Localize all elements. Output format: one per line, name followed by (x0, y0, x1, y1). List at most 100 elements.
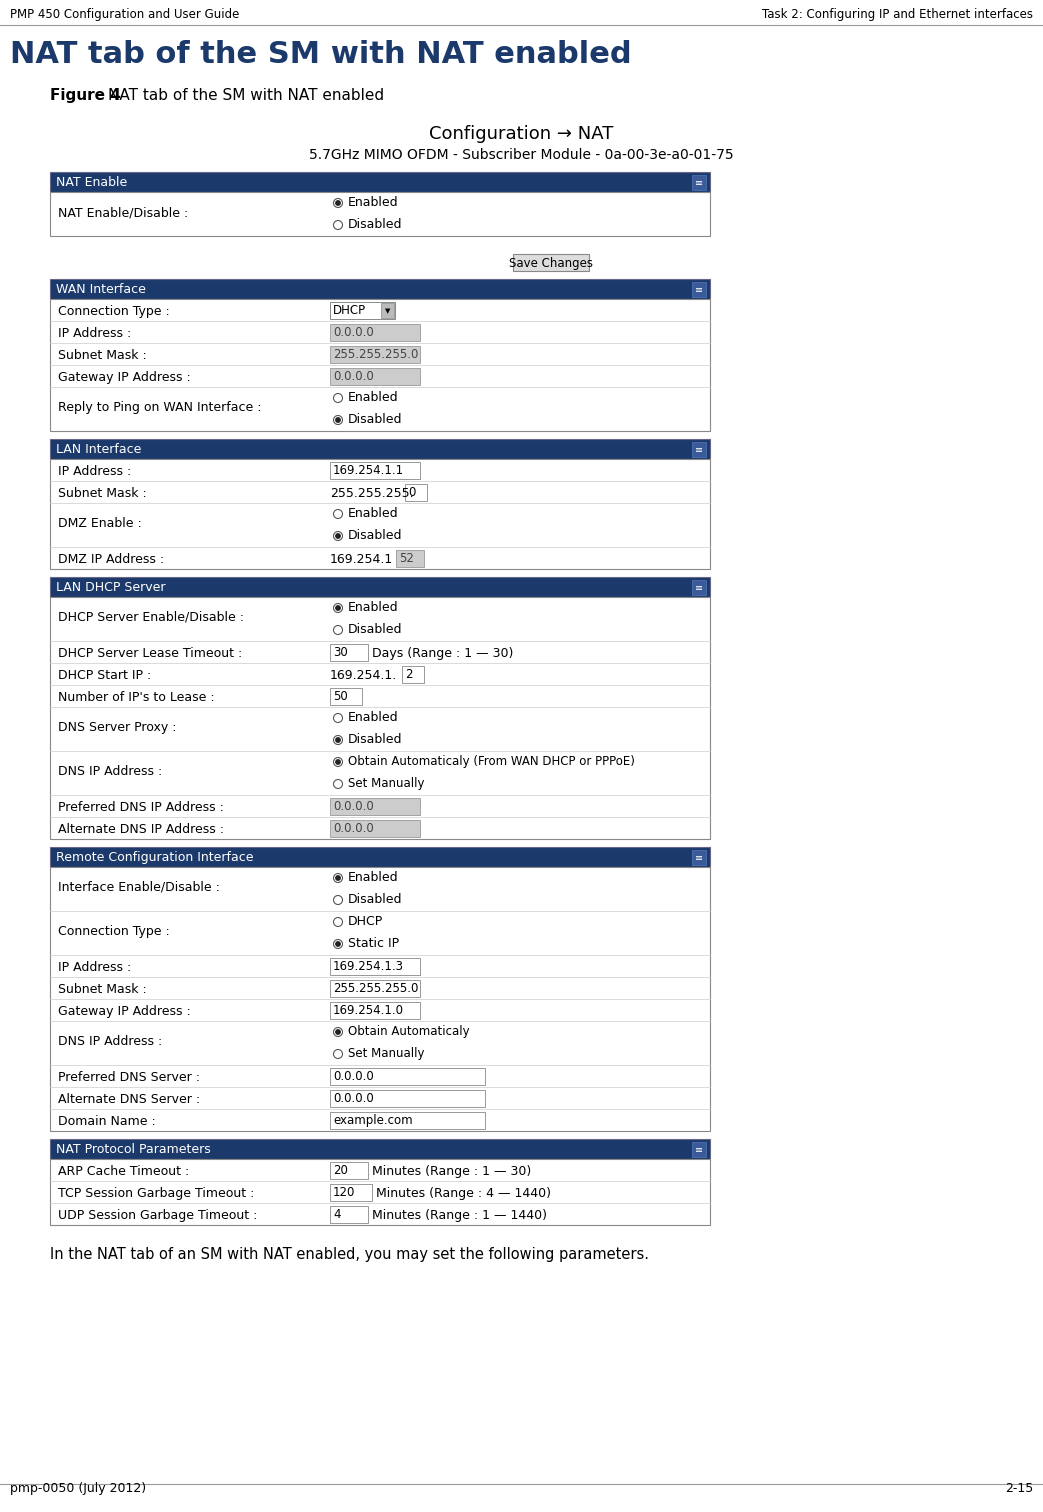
Bar (330, 1163, 368, 1179)
Text: 2-15: 2-15 (1004, 1482, 1033, 1495)
Text: 255.255.255.0: 255.255.255.0 (333, 348, 418, 361)
Text: Task 2: Configuring IP and Ethernet interfaces: Task 2: Configuring IP and Ethernet inte… (762, 8, 1033, 21)
Bar (50, 866, 710, 1131)
Text: DMZ Enable :: DMZ Enable : (58, 517, 142, 531)
Circle shape (336, 1030, 340, 1034)
Text: Minutes (Range : 1 — 1440): Minutes (Range : 1 — 1440) (372, 1210, 547, 1222)
Text: 120: 120 (333, 1185, 356, 1199)
Text: 50: 50 (333, 689, 347, 703)
Text: 0.0.0.0: 0.0.0.0 (333, 823, 373, 835)
Bar (50, 192, 710, 236)
Text: Static IP: Static IP (348, 937, 399, 950)
Text: Enabled: Enabled (348, 600, 398, 614)
Text: Obtain Automaticaly: Obtain Automaticaly (348, 1025, 469, 1039)
Text: 0.0.0.0: 0.0.0.0 (333, 1070, 373, 1083)
Circle shape (336, 606, 340, 611)
Text: NAT tab of the SM with NAT enabled: NAT tab of the SM with NAT enabled (10, 39, 632, 70)
Bar (330, 798, 420, 815)
Text: DHCP Server Enable/Disable :: DHCP Server Enable/Disable : (58, 611, 244, 624)
Text: ≡: ≡ (695, 1145, 703, 1155)
Circle shape (334, 780, 342, 788)
Text: DHCP Server Lease Timeout :: DHCP Server Lease Timeout : (58, 647, 242, 661)
Text: Enabled: Enabled (348, 392, 398, 404)
Circle shape (334, 918, 342, 927)
Bar (330, 1002, 420, 1019)
Circle shape (334, 1028, 342, 1037)
Bar (330, 1067, 485, 1086)
Text: NAT tab of the SM with NAT enabled: NAT tab of the SM with NAT enabled (108, 88, 384, 103)
Text: UDP Session Garbage Timeout :: UDP Session Garbage Timeout : (58, 1210, 258, 1222)
Bar (330, 820, 420, 838)
Bar (402, 665, 425, 683)
Text: In the NAT tab of an SM with NAT enabled, you may set the following parameters.: In the NAT tab of an SM with NAT enabled… (50, 1247, 649, 1263)
Circle shape (336, 738, 340, 742)
Bar (396, 550, 425, 567)
Text: Domain Name :: Domain Name : (58, 1114, 155, 1128)
Bar (381, 302, 394, 318)
Text: Disabled: Disabled (348, 623, 403, 637)
Bar (692, 1142, 706, 1157)
Circle shape (334, 895, 342, 904)
Text: Obtain Automaticaly (From WAN DHCP or PPPoE): Obtain Automaticaly (From WAN DHCP or PP… (348, 754, 635, 768)
Circle shape (334, 198, 342, 207)
Circle shape (334, 393, 342, 402)
Text: Number of IP's to Lease :: Number of IP's to Lease : (58, 691, 215, 705)
Text: Enabled: Enabled (348, 711, 398, 724)
Text: pmp-0050 (July 2012): pmp-0050 (July 2012) (10, 1482, 146, 1495)
Bar (50, 1160, 710, 1225)
Text: DNS IP Address :: DNS IP Address : (58, 1036, 163, 1048)
Text: 0.0.0.0: 0.0.0.0 (333, 327, 373, 339)
Text: IP Address :: IP Address : (58, 962, 131, 974)
Bar (330, 367, 420, 386)
Circle shape (334, 626, 342, 635)
Text: 169.254.1.: 169.254.1. (330, 668, 397, 682)
Bar (330, 1207, 368, 1223)
Text: 0.0.0.0: 0.0.0.0 (333, 1092, 373, 1105)
Text: DMZ IP Address :: DMZ IP Address : (58, 553, 164, 565)
Text: example.com: example.com (333, 1114, 413, 1126)
Text: Interface Enable/Disable :: Interface Enable/Disable : (58, 881, 220, 894)
Text: WAN Interface: WAN Interface (56, 283, 146, 296)
Text: PMP 450 Configuration and User Guide: PMP 450 Configuration and User Guide (10, 8, 240, 21)
Bar (50, 578, 710, 597)
Bar (330, 1184, 372, 1201)
Circle shape (336, 761, 340, 764)
Bar (330, 302, 395, 319)
Text: DHCP: DHCP (348, 915, 383, 928)
Bar (330, 1090, 485, 1107)
Bar (692, 442, 706, 457)
Text: 255.255.255.: 255.255.255. (330, 487, 414, 500)
Text: 169.254.1.3: 169.254.1.3 (333, 960, 404, 974)
Text: DHCP: DHCP (333, 304, 366, 318)
Text: Disabled: Disabled (348, 413, 403, 426)
Text: Enabled: Enabled (348, 871, 398, 885)
Text: LAN DHCP Server: LAN DHCP Server (56, 581, 166, 594)
Bar (330, 644, 368, 661)
Text: IP Address :: IP Address : (58, 466, 131, 478)
Text: NAT Enable/Disable :: NAT Enable/Disable : (58, 206, 188, 219)
Bar (513, 254, 589, 271)
Circle shape (336, 201, 340, 206)
Text: Connection Type :: Connection Type : (58, 925, 170, 937)
Text: Remote Configuration Interface: Remote Configuration Interface (56, 851, 253, 863)
Text: Minutes (Range : 1 — 30): Minutes (Range : 1 — 30) (372, 1166, 531, 1178)
Text: DNS IP Address :: DNS IP Address : (58, 765, 163, 779)
Bar (330, 1111, 485, 1129)
Text: TCP Session Garbage Timeout :: TCP Session Garbage Timeout : (58, 1187, 254, 1201)
Text: Reply to Ping on WAN Interface :: Reply to Ping on WAN Interface : (58, 401, 262, 414)
Bar (405, 484, 427, 500)
Text: 2: 2 (405, 668, 412, 680)
Text: 4: 4 (333, 1208, 340, 1222)
Text: Gateway IP Address :: Gateway IP Address : (58, 1005, 191, 1018)
Text: 0.0.0.0: 0.0.0.0 (333, 370, 373, 383)
Text: 5.7GHz MIMO OFDM - Subscriber Module - 0a-00-3e-a0-01-75: 5.7GHz MIMO OFDM - Subscriber Module - 0… (309, 148, 733, 162)
Text: 30: 30 (333, 646, 347, 659)
Text: Preferred DNS IP Address :: Preferred DNS IP Address : (58, 801, 224, 813)
Bar (692, 283, 706, 296)
Circle shape (334, 603, 342, 612)
Bar (330, 346, 420, 363)
Circle shape (336, 534, 340, 538)
Text: ARP Cache Timeout :: ARP Cache Timeout : (58, 1166, 189, 1178)
Circle shape (334, 735, 342, 744)
Text: Subnet Mask :: Subnet Mask : (58, 349, 147, 361)
